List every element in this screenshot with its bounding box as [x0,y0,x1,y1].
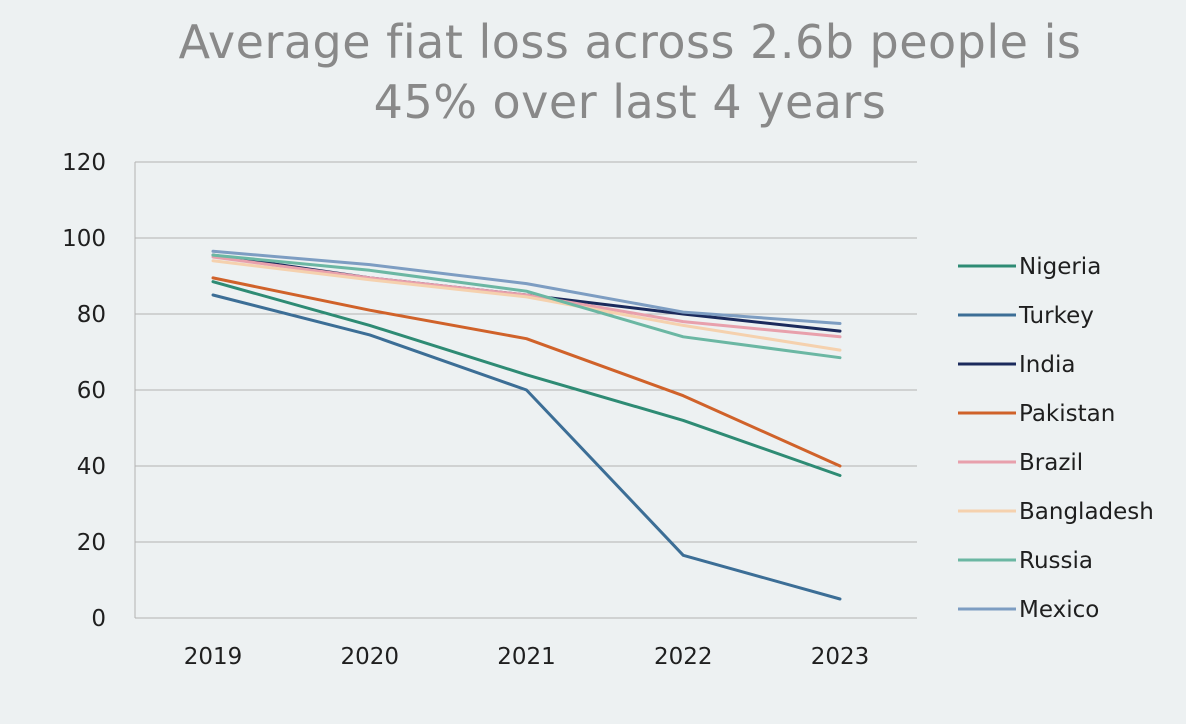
x-tick-label: 2020 [340,644,399,670]
y-axis-ticks: 0 20 40 60 80 100 120 [62,150,106,632]
y-tick-label: 60 [77,378,106,404]
y-tick-label: 120 [62,150,106,176]
series-line-nigeria [211,280,842,477]
legend-label: Pakistan [1019,401,1115,427]
series-line-brazil [211,255,842,339]
x-axis-ticks: 2019 2020 2021 2022 2023 [184,644,870,670]
legend-label: Brazil [1019,450,1083,476]
legend-label: India [1019,352,1075,378]
series-line-bangladesh [211,259,842,352]
y-tick-label: 40 [77,454,106,480]
x-tick-label: 2021 [497,644,556,670]
x-tick-label: 2019 [184,644,243,670]
series-line-russia [211,253,842,360]
series-lines [211,249,842,601]
legend-label: Russia [1019,548,1093,574]
y-tick-label: 100 [62,226,106,252]
y-tick-label: 0 [91,606,106,632]
series-line-mexico [211,249,842,325]
x-tick-label: 2023 [811,644,870,670]
series-line-pakistan [211,276,842,468]
legend: Nigeria Turkey India Pakistan Brazil Banglade… [958,254,1154,623]
legend-label: Bangladesh [1019,499,1154,525]
legend-label: Turkey [1018,303,1094,329]
chart-title: Average fiat loss across 2.6b people is … [178,15,1082,129]
x-tick-label: 2022 [654,644,713,670]
y-tick-label: 80 [77,302,106,328]
y-tick-label: 20 [77,530,106,556]
legend-label: Mexico [1019,597,1099,623]
legend-label: Nigeria [1019,254,1101,280]
series-line-turkey [211,293,842,601]
